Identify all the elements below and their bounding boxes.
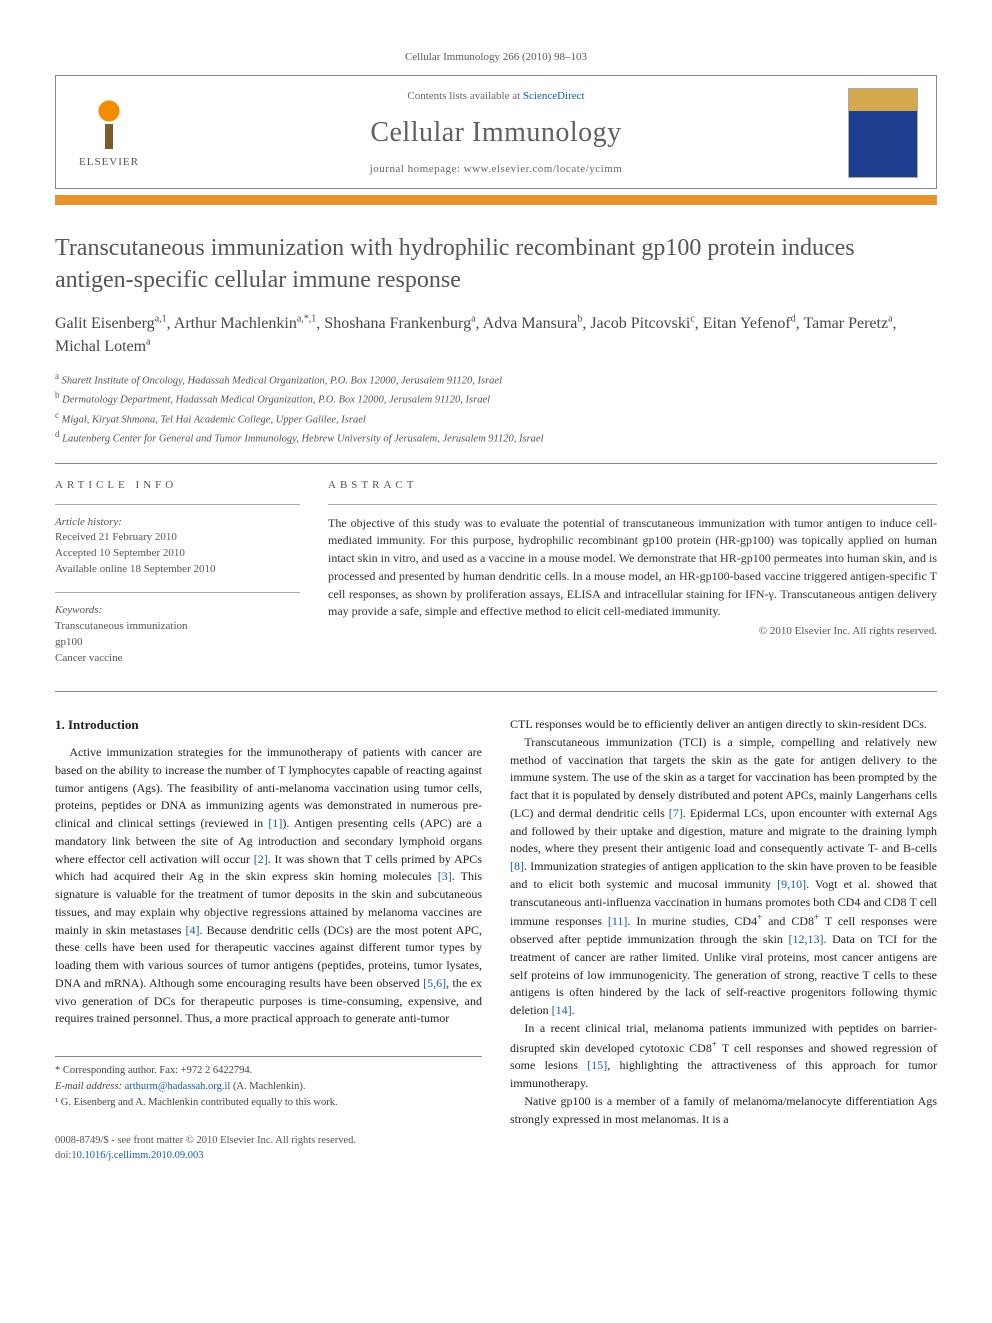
keywords-head: Keywords: — [55, 603, 300, 619]
intro-para-r4: Native gp100 is a member of a family of … — [510, 1093, 937, 1129]
orange-divider-bar — [55, 195, 937, 205]
abstract-sep — [328, 504, 937, 505]
history-received: Received 21 February 2010 — [55, 530, 300, 546]
ref-3[interactable]: [3] — [438, 869, 452, 883]
divider-1 — [55, 463, 937, 464]
body-left-column: 1. Introduction Active immunization stra… — [55, 716, 482, 1164]
ref-2[interactable]: [2] — [254, 852, 268, 866]
equal-contrib-note: ¹ G. Eisenberg and A. Machlenkin contrib… — [55, 1095, 482, 1111]
keyword-1: Transcutaneous immunization — [55, 619, 300, 635]
article-title: Transcutaneous immunization with hydroph… — [55, 233, 937, 295]
affiliation-d: d Lautenberg Center for General and Tumo… — [55, 428, 937, 447]
affiliation-b: b Dermatology Department, Hadassah Medic… — [55, 389, 937, 408]
divider-2 — [55, 691, 937, 692]
publisher-logo: ELSEVIER — [74, 96, 144, 170]
journal-header: ELSEVIER Contents lists available at Sci… — [55, 75, 937, 189]
corr-author-note: * Corresponding author. Fax: +972 2 6422… — [55, 1063, 482, 1079]
ref-1[interactable]: [1] — [268, 816, 282, 830]
doi-line: doi:10.1016/j.cellimm.2010.09.003 — [55, 1149, 482, 1164]
top-citation: Cellular Immunology 266 (2010) 98–103 — [55, 50, 937, 65]
page-root: Cellular Immunology 266 (2010) 98–103 EL… — [0, 0, 992, 1214]
authors-line: Galit Eisenberga,1, Arthur Machlenkina,*… — [55, 312, 937, 358]
publisher-name: ELSEVIER — [74, 155, 144, 170]
info-abstract-row: ARTICLE INFO Article history: Received 2… — [55, 478, 937, 681]
intro-para-r2: Transcutaneous immunization (TCI) is a s… — [510, 734, 937, 1020]
issn-line: 0008-8749/$ - see front matter © 2010 El… — [55, 1134, 482, 1149]
homepage-label: journal homepage: — [370, 163, 464, 175]
email-link[interactable]: arthurm@hadassah.org.il — [125, 1081, 231, 1092]
history-online: Available online 18 September 2010 — [55, 562, 300, 578]
keywords-block: Keywords: Transcutaneous immunization gp… — [55, 603, 300, 667]
intro-para-r1: CTL responses would be to efficiently de… — [510, 716, 937, 734]
abstract-column: ABSTRACT The objective of this study was… — [328, 478, 937, 681]
citation-text: Cellular Immunology 266 (2010) 98–103 — [405, 51, 587, 63]
ref-14[interactable]: [14] — [552, 1003, 572, 1017]
section-1-head: 1. Introduction — [55, 716, 482, 734]
sciencedirect-link[interactable]: ScienceDirect — [523, 90, 585, 102]
contents-line: Contents lists available at ScienceDirec… — [144, 89, 848, 104]
doi-link[interactable]: 10.1016/j.cellimm.2010.09.003 — [71, 1150, 203, 1161]
article-info-column: ARTICLE INFO Article history: Received 2… — [55, 478, 300, 681]
ref-9-10[interactable]: [9,10] — [777, 877, 806, 891]
info-sep-2 — [55, 592, 300, 593]
email-label: E-mail address: — [55, 1081, 125, 1092]
affiliations: a Sharett Institute of Oncology, Hadassa… — [55, 370, 937, 447]
ref-15[interactable]: [15] — [587, 1058, 607, 1072]
affiliation-a: a Sharett Institute of Oncology, Hadassa… — [55, 370, 937, 389]
journal-title: Cellular Immunology — [144, 113, 848, 152]
affiliation-c: c Migal, Kiryat Shmona, Tel Hai Academic… — [55, 409, 937, 428]
ref-11[interactable]: [11] — [608, 914, 628, 928]
history-head: Article history: — [55, 515, 300, 531]
contents-prefix: Contents lists available at — [407, 90, 522, 102]
abstract-copyright: © 2010 Elsevier Inc. All rights reserved… — [328, 624, 937, 639]
journal-cover-thumb — [848, 88, 918, 178]
body-columns: 1. Introduction Active immunization stra… — [55, 716, 937, 1164]
ref-4[interactable]: [4] — [186, 923, 200, 937]
email-line: E-mail address: arthurm@hadassah.org.il … — [55, 1079, 482, 1095]
body-right-column: CTL responses would be to efficiently de… — [510, 716, 937, 1164]
info-sep-1 — [55, 504, 300, 505]
abstract-text: The objective of this study was to evalu… — [328, 515, 937, 622]
elsevier-tree-icon — [84, 96, 134, 151]
copyright-footer: 0008-8749/$ - see front matter © 2010 El… — [55, 1134, 482, 1163]
journal-homepage: journal homepage: www.elsevier.com/locat… — [144, 162, 848, 177]
ref-7[interactable]: [7] — [669, 806, 683, 820]
history-block: Article history: Received 21 February 20… — [55, 515, 300, 579]
history-accepted: Accepted 10 September 2010 — [55, 546, 300, 562]
footnotes: * Corresponding author. Fax: +972 2 6422… — [55, 1056, 482, 1110]
homepage-url: www.elsevier.com/locate/ycimm — [464, 163, 623, 175]
article-info-head: ARTICLE INFO — [55, 478, 300, 493]
intro-para-left: Active immunization strategies for the i… — [55, 744, 482, 1028]
journal-center: Contents lists available at ScienceDirec… — [144, 89, 848, 177]
keyword-2: gp100 — [55, 635, 300, 651]
ref-8[interactable]: [8] — [510, 859, 524, 873]
ref-12-13[interactable]: [12,13] — [789, 932, 824, 946]
ref-5-6[interactable]: [5,6] — [423, 976, 446, 990]
intro-para-r3: In a recent clinical trial, melanoma pat… — [510, 1020, 937, 1093]
email-who: (A. Machlenkin). — [230, 1081, 305, 1092]
keyword-3: Cancer vaccine — [55, 651, 300, 667]
doi-label: doi: — [55, 1150, 71, 1161]
abstract-head: ABSTRACT — [328, 478, 937, 493]
